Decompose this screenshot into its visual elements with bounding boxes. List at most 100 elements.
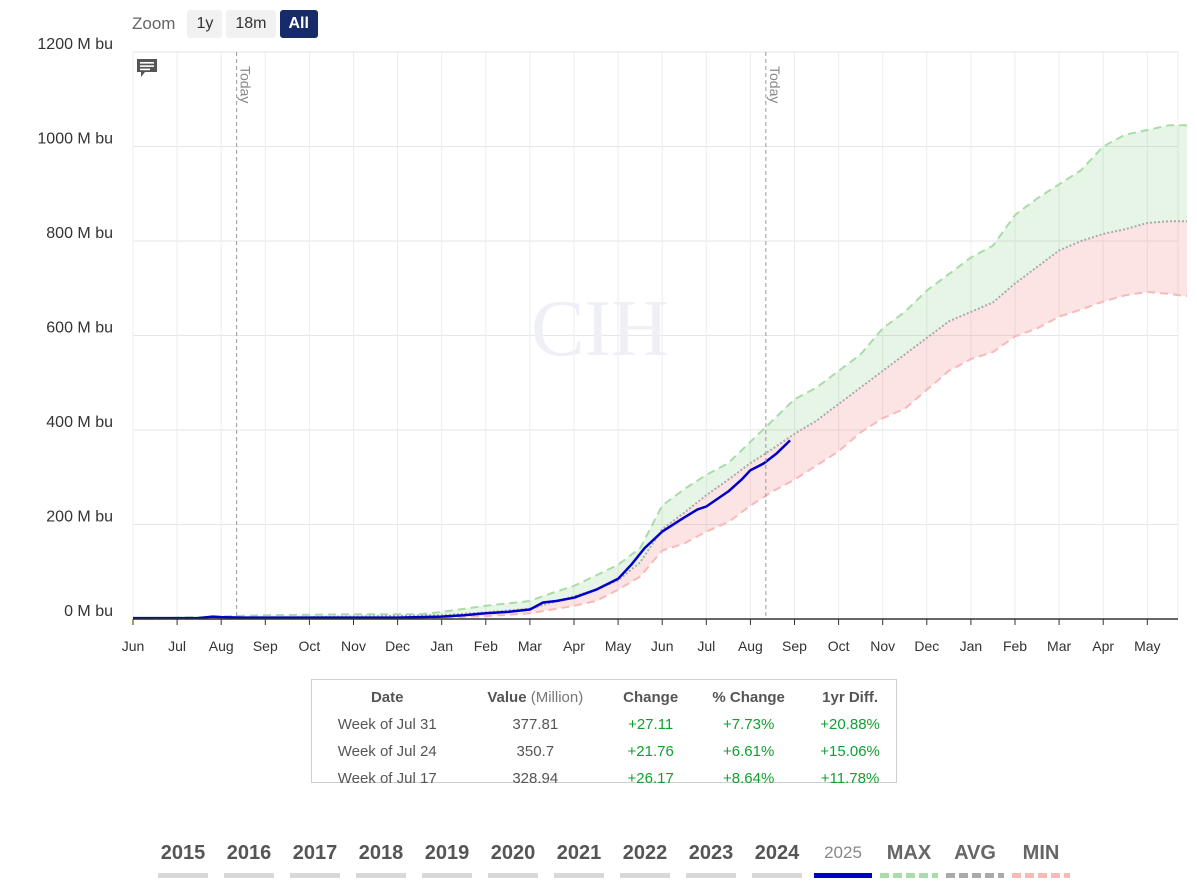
legend-item-2023[interactable]: 2023 bbox=[678, 841, 744, 878]
x-tick-label: Feb bbox=[474, 638, 498, 654]
y-tick-label: 1000 M bu bbox=[37, 131, 113, 148]
x-tick-label: May bbox=[605, 638, 631, 654]
avg-min-band bbox=[133, 221, 1187, 619]
legend-item-2018[interactable]: 2018 bbox=[348, 841, 414, 878]
x-tick-label: Nov bbox=[341, 638, 366, 654]
legend-swatch bbox=[814, 873, 872, 878]
x-tick-label: May bbox=[1134, 638, 1160, 654]
x-tick-label: Oct bbox=[828, 638, 850, 654]
legend-item-2020[interactable]: 2020 bbox=[480, 841, 546, 878]
series-lines bbox=[132, 124, 1188, 620]
legend-item-2021[interactable]: 2021 bbox=[546, 841, 612, 878]
x-tick-label: Jun bbox=[122, 638, 145, 654]
legend-item-2025[interactable]: 2025 bbox=[810, 841, 876, 878]
legend-item-2015[interactable]: 2015 bbox=[150, 841, 216, 878]
row-date: Week of Jul 31 bbox=[337, 716, 437, 733]
legend-swatch bbox=[356, 873, 406, 878]
y-tick-label: 800 M bu bbox=[46, 225, 113, 242]
range-fills bbox=[133, 125, 1187, 619]
y-tick-label: 0 M bu bbox=[64, 603, 113, 620]
axes: 0 M bu 200 M bu 400 M bu 600 M bu 800 M bu 10… bbox=[37, 36, 1178, 654]
legend-label: 2023 bbox=[688, 842, 734, 864]
header-change: Change bbox=[623, 688, 679, 706]
row-value: 328.94 bbox=[512, 770, 559, 787]
watermark: CIH bbox=[531, 285, 669, 373]
legend-label: 2015 bbox=[160, 842, 206, 864]
today-label: Today bbox=[238, 66, 254, 103]
legend-swatch bbox=[686, 873, 736, 878]
legend-swatch bbox=[422, 873, 472, 878]
legend-swatch bbox=[880, 873, 938, 878]
legend-item-max[interactable]: MAX bbox=[876, 841, 942, 878]
header-value-label: Value bbox=[487, 688, 527, 706]
zoom-1y-button[interactable]: 1y bbox=[187, 10, 223, 38]
series-line-avg bbox=[132, 220, 1187, 620]
legend-label: 2022 bbox=[622, 842, 668, 864]
row-pct-change: +7.73% bbox=[722, 716, 775, 733]
series-line-max bbox=[132, 124, 1187, 620]
today-label: Today bbox=[767, 66, 783, 103]
summary-table: Date Value (Million) Change % Change 1yr… bbox=[311, 679, 897, 787]
zoom-all-button[interactable]: All bbox=[279, 10, 318, 38]
legend-label: 2019 bbox=[424, 842, 470, 864]
x-tick-label: Sep bbox=[253, 638, 278, 654]
row-yr-diff: +11.78% bbox=[820, 770, 880, 787]
legend-item-avg[interactable]: AVG bbox=[942, 841, 1008, 878]
legend-swatch bbox=[158, 873, 208, 878]
x-tick-label: Feb bbox=[1003, 638, 1027, 654]
legend-item-2016[interactable]: 2016 bbox=[216, 841, 282, 878]
series-line-2025 bbox=[133, 439, 791, 620]
legend-swatch bbox=[946, 873, 1004, 878]
row-yr-diff: +15.06% bbox=[820, 743, 880, 760]
legend-label: 2016 bbox=[226, 842, 272, 864]
row-yr-diff: +20.88% bbox=[820, 716, 880, 733]
table-row: Week of Jul 17 328.94 +26.17 +8.64% +11.… bbox=[312, 765, 896, 792]
legend-label: AVG bbox=[954, 842, 996, 864]
x-tick-label: Mar bbox=[518, 638, 542, 654]
legend-label: 2017 bbox=[292, 842, 338, 864]
legend-item-2017[interactable]: 2017 bbox=[282, 841, 348, 878]
header-value: Value (Million) bbox=[462, 683, 608, 711]
legend-label: MIN bbox=[1022, 842, 1060, 864]
legend-item-min[interactable]: MIN bbox=[1008, 841, 1074, 878]
legend-label: 2025 bbox=[824, 843, 862, 862]
y-tick-label: 400 M bu bbox=[46, 414, 113, 431]
x-tick-label: Sep bbox=[782, 638, 807, 654]
x-tick-label: Aug bbox=[209, 638, 234, 654]
legend-item-2024[interactable]: 2024 bbox=[744, 841, 810, 878]
legend-label: 2021 bbox=[556, 842, 602, 864]
x-tick-label: Jul bbox=[168, 638, 186, 654]
x-tick-label: Jan bbox=[430, 638, 453, 654]
zoom-18m-button[interactable]: 18m bbox=[226, 10, 276, 38]
row-date: Week of Jul 24 bbox=[337, 743, 437, 760]
row-change: +26.17 bbox=[627, 770, 674, 787]
x-tick-label: Mar bbox=[1047, 638, 1071, 654]
header-date: Date bbox=[370, 688, 404, 706]
legend-item-2022[interactable]: 2022 bbox=[612, 841, 678, 878]
row-date: Week of Jul 17 bbox=[337, 770, 437, 787]
zoom-controls: Zoom 1y 18m All bbox=[132, 10, 318, 38]
legend-swatch bbox=[752, 873, 802, 878]
header-value-unit: (Million) bbox=[530, 688, 584, 706]
row-change: +21.76 bbox=[627, 743, 674, 760]
x-tick-label: Apr bbox=[1092, 638, 1114, 654]
grid bbox=[132, 51, 1179, 620]
legend-swatch bbox=[488, 873, 538, 878]
x-tick-label: Apr bbox=[563, 638, 585, 654]
header-yr-diff: 1yr Diff. bbox=[822, 688, 878, 706]
legend-swatch bbox=[620, 873, 670, 878]
series-line-min bbox=[132, 291, 1188, 620]
legend-label: 2018 bbox=[358, 842, 404, 864]
x-tick-label: Oct bbox=[299, 638, 321, 654]
zoom-label: Zoom bbox=[132, 14, 176, 33]
annotation-icon[interactable] bbox=[137, 59, 157, 77]
legend-swatch bbox=[290, 873, 340, 878]
y-tick-label: 1200 M bu bbox=[37, 36, 113, 53]
x-tick-label: Aug bbox=[738, 638, 763, 654]
x-tick-label: Dec bbox=[914, 638, 939, 654]
x-tick-label: Jun bbox=[651, 638, 674, 654]
legend-item-2019[interactable]: 2019 bbox=[414, 841, 480, 878]
x-tick-label: Jul bbox=[697, 638, 715, 654]
max-avg-band bbox=[133, 125, 1187, 619]
legend-swatch bbox=[224, 873, 274, 878]
